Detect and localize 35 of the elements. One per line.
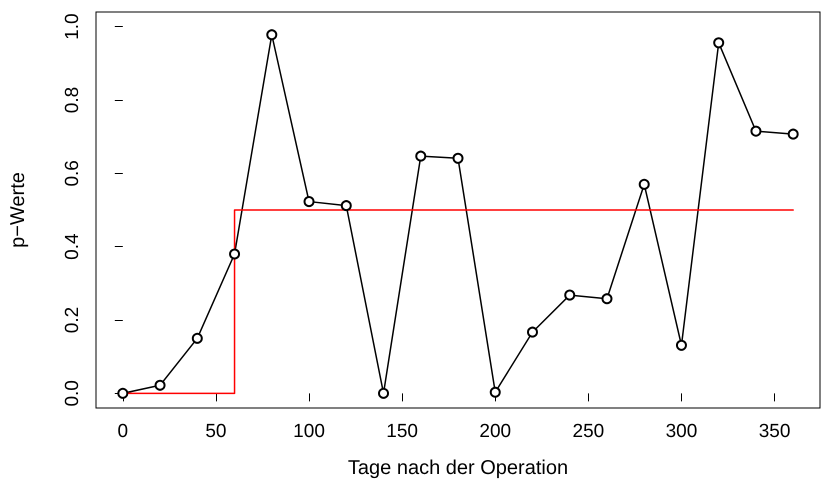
y-tick-label: 1.0 <box>62 13 83 40</box>
x-tick-label: 50 <box>205 421 226 442</box>
x-tick-label: 100 <box>293 421 325 442</box>
point <box>378 388 390 399</box>
x-axis-title: Tage nach der Operation <box>348 457 568 479</box>
point <box>340 200 352 212</box>
point <box>526 326 538 338</box>
x-tick-label: 0 <box>118 421 128 442</box>
y-tick-label: 0.4 <box>62 233 83 260</box>
x-tick-label: 150 <box>386 421 418 442</box>
y-tick-label: 0.0 <box>62 380 83 407</box>
point <box>229 248 240 260</box>
y-axis-title: p−Werte <box>7 172 29 248</box>
point <box>154 380 166 391</box>
point <box>788 128 799 140</box>
point <box>750 126 762 137</box>
point <box>564 290 576 301</box>
point <box>452 152 464 164</box>
point <box>117 388 128 399</box>
y-tick-label: 0.6 <box>62 160 83 187</box>
x-tick-label: 300 <box>666 421 698 442</box>
x-tick-label: 350 <box>758 421 790 442</box>
point <box>713 37 724 48</box>
point <box>601 293 612 304</box>
point <box>192 332 203 344</box>
point <box>638 178 650 190</box>
y-tick-label: 0.2 <box>62 306 83 334</box>
x-tick-label: 200 <box>479 421 512 442</box>
point <box>490 386 501 398</box>
y-tick-label: 0.8 <box>62 86 83 114</box>
point <box>266 29 278 40</box>
point <box>304 196 315 208</box>
x-tick-label: 250 <box>572 421 604 442</box>
point <box>415 150 426 162</box>
point <box>676 340 687 351</box>
